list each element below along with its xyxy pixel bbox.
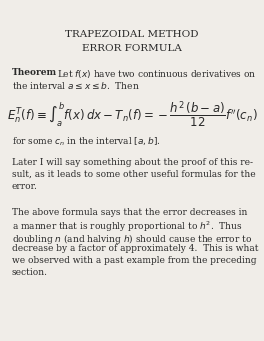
Text: Let $f(x)$ have two continuous derivatives on: Let $f(x)$ have two continuous derivativ… bbox=[57, 68, 256, 80]
Text: a manner that is roughly proportional to $h^2$.  Thus: a manner that is roughly proportional to… bbox=[12, 220, 242, 234]
Text: sult, as it leads to some other useful formulas for the: sult, as it leads to some other useful f… bbox=[12, 170, 256, 179]
Text: for some $c_n$ in the interval $[a, b]$.: for some $c_n$ in the interval $[a, b]$. bbox=[12, 135, 161, 148]
Text: decrease by a factor of approximately 4.  This is what: decrease by a factor of approximately 4.… bbox=[12, 244, 258, 253]
Text: doubling $n$ (and halving $h$) should cause the error to: doubling $n$ (and halving $h$) should ca… bbox=[12, 232, 252, 246]
Text: we observed with a past example from the preceding: we observed with a past example from the… bbox=[12, 256, 257, 265]
Text: TRAPEZOIDAL METHOD: TRAPEZOIDAL METHOD bbox=[65, 30, 199, 39]
Text: Theorem: Theorem bbox=[12, 68, 57, 77]
Text: ERROR FORMULA: ERROR FORMULA bbox=[82, 44, 182, 53]
Text: section.: section. bbox=[12, 268, 48, 277]
Text: the interval $a \leq x \leq b$.  Then: the interval $a \leq x \leq b$. Then bbox=[12, 80, 140, 91]
Text: error.: error. bbox=[12, 182, 38, 191]
Text: The above formula says that the error decreases in: The above formula says that the error de… bbox=[12, 208, 247, 217]
Text: Later I will say something about the proof of this re-: Later I will say something about the pro… bbox=[12, 158, 253, 167]
Text: $E_n^T(f) \equiv \int_a^b f(x)\,dx - T_n(f) = -\dfrac{h^2\,(b-a)}{12}f^{\prime\p: $E_n^T(f) \equiv \int_a^b f(x)\,dx - T_n… bbox=[7, 100, 257, 130]
